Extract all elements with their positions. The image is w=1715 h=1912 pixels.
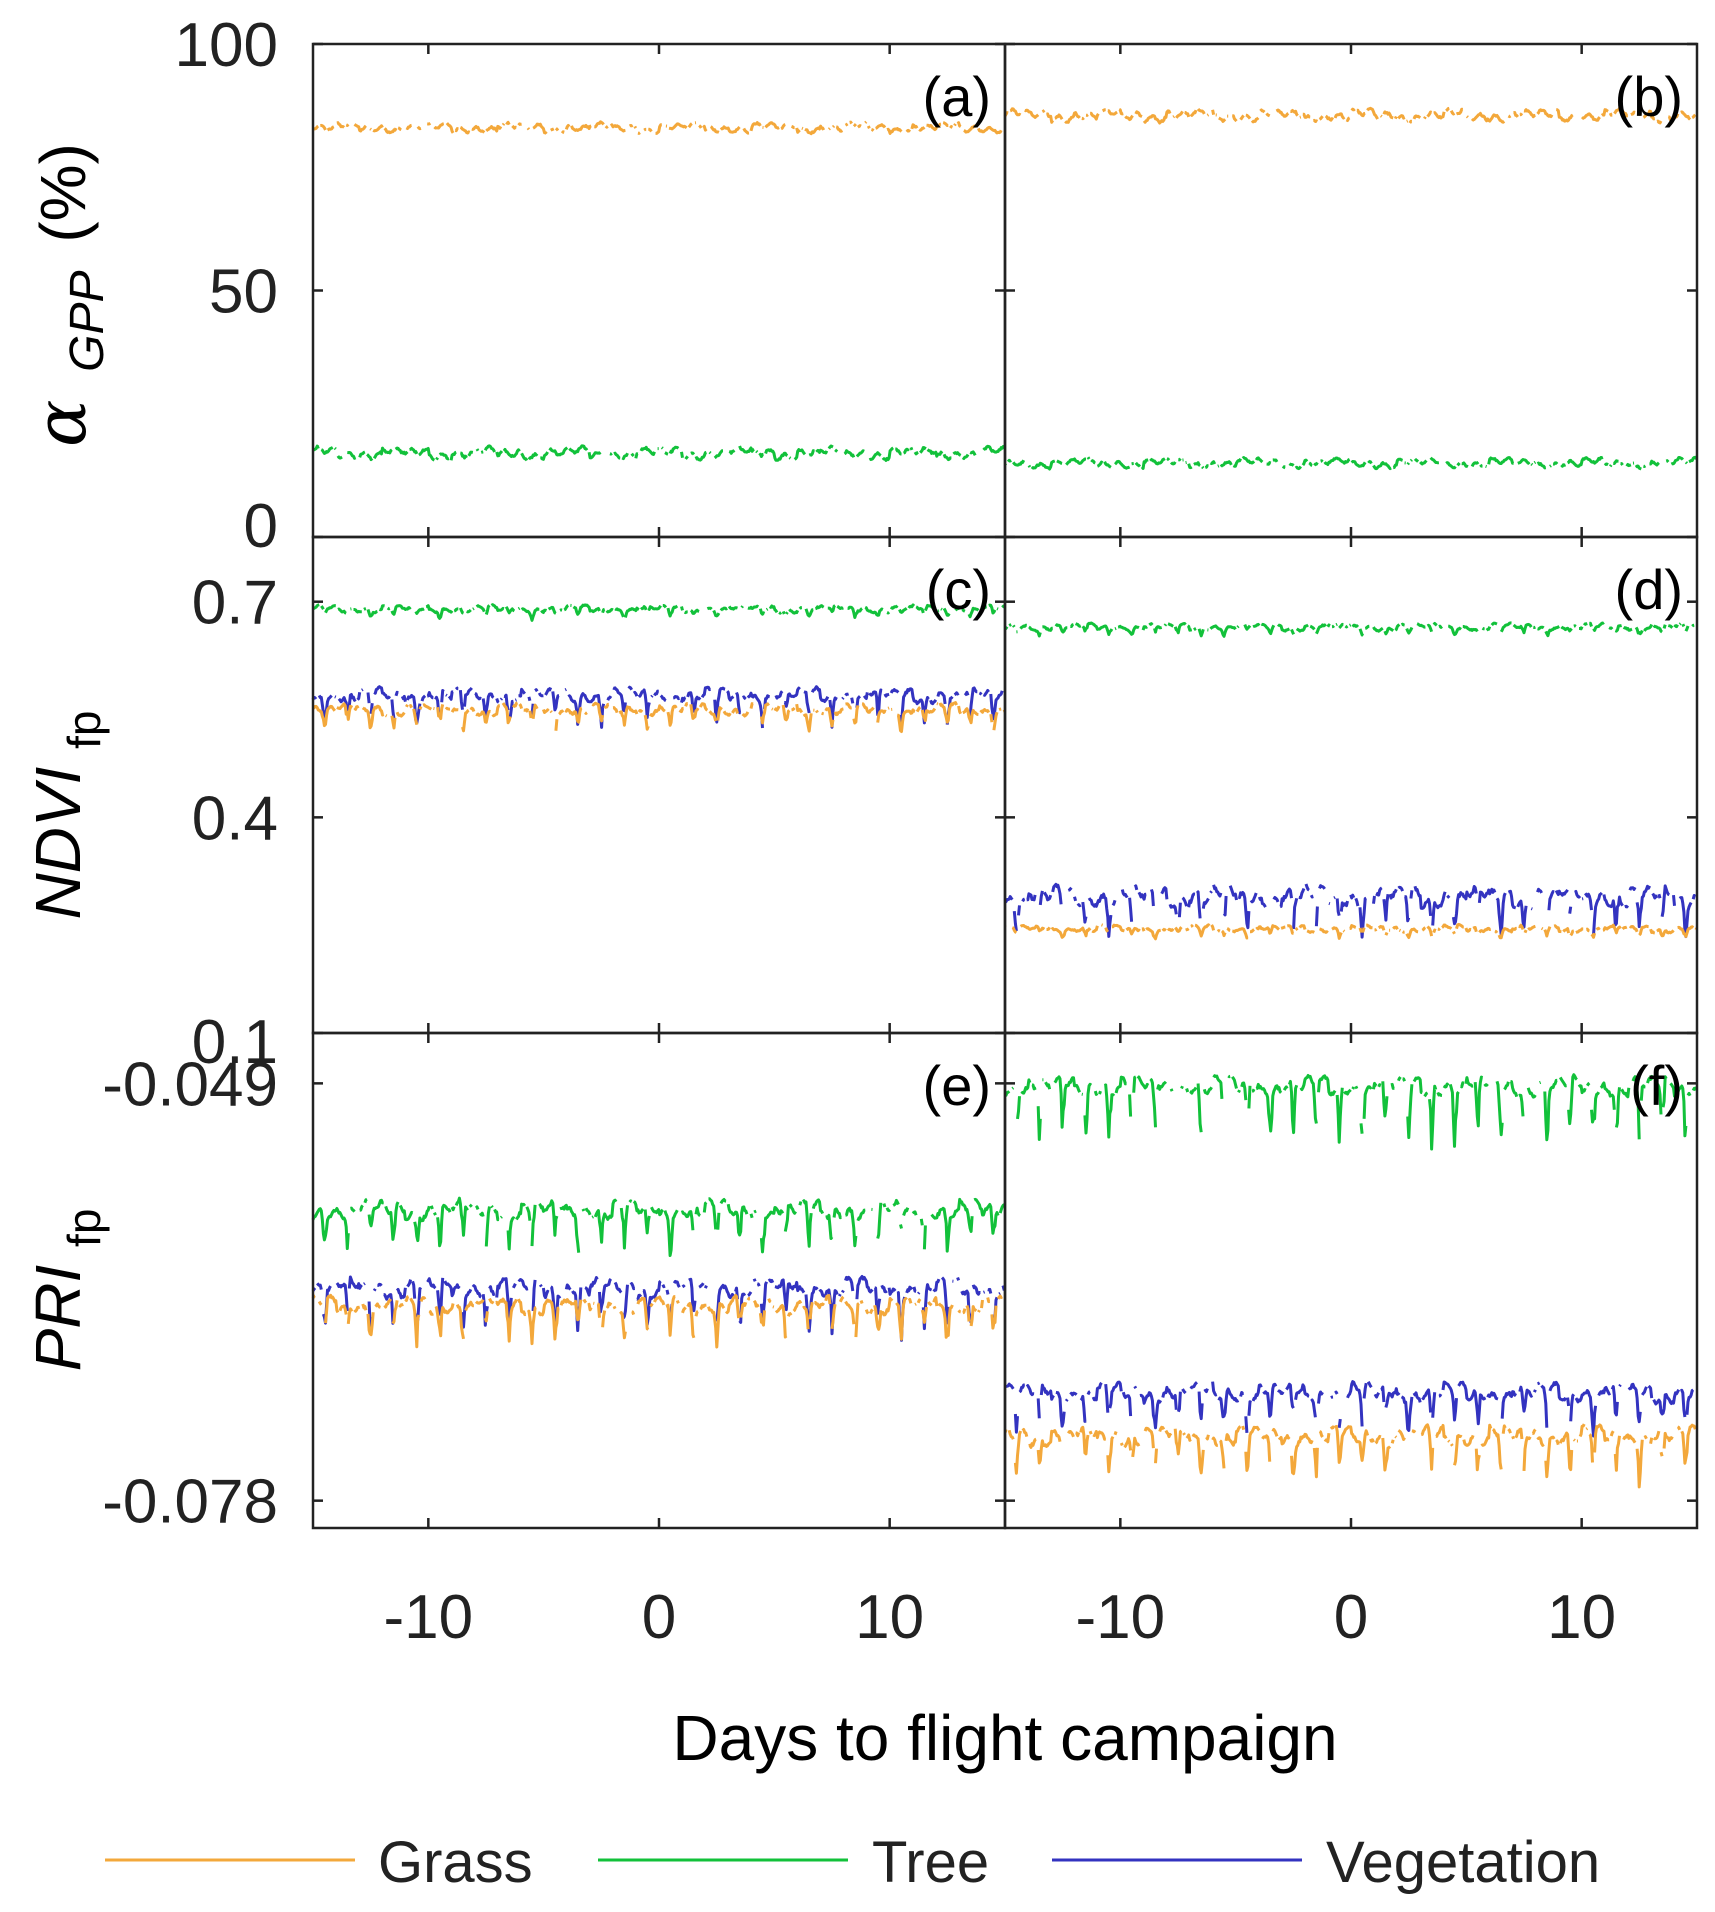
- ylabel-row-3-sub: fp: [58, 1209, 110, 1247]
- series-tree-b: [1003, 455, 1698, 471]
- x-tick-label: 10: [1547, 1583, 1616, 1652]
- panel-f: (f): [1004, 1054, 1698, 1489]
- y-tick-label: 0.4: [192, 784, 278, 853]
- panel-label-a: (a): [923, 65, 991, 128]
- series-tree-a: [312, 444, 1006, 462]
- ylabel-row-1-main: α: [20, 400, 102, 447]
- x-tick-label: 0: [642, 1583, 676, 1652]
- series-grass-c: [312, 701, 1005, 733]
- series-vegetation-d: [1004, 882, 1697, 939]
- x-tick-label: 10: [855, 1583, 924, 1652]
- series-grass-b: [1003, 106, 1697, 125]
- ylabel-row-2: NDVI fp: [22, 710, 110, 919]
- series-grass-a: [313, 122, 1004, 134]
- panel-frame-r1-c1: [311, 42, 1007, 539]
- y-tick-label: 0.1: [192, 1008, 278, 1077]
- ylabel-row-2-sub: fp: [58, 710, 110, 748]
- panel-label-d: (d): [1615, 558, 1683, 621]
- x-tick-label: -10: [384, 1583, 474, 1652]
- panel-d: (d): [1004, 558, 1697, 941]
- panel-label-c: (c): [926, 558, 991, 621]
- panel-label-f: (f): [1630, 1054, 1683, 1117]
- panel-frame-r2-c2: [1003, 535, 1699, 1035]
- ylabel-row-2-main: NDVI: [22, 766, 94, 919]
- panel-label-b: (b): [1615, 65, 1683, 128]
- ylabel-row-1-unit: (%): [27, 143, 99, 243]
- y-tick-label: -0.049: [102, 1050, 278, 1119]
- legend-tree-label: Tree: [872, 1830, 989, 1895]
- series-tree-e: [311, 1196, 1006, 1257]
- x-axis-title: Days to flight campaign: [672, 1702, 1337, 1774]
- y-tick-label: 100: [175, 11, 278, 80]
- panel-frame-r3-c1: [311, 1031, 1007, 1530]
- ylabel-row-3-main: PRI: [22, 1265, 94, 1372]
- y-tick-label: -0.078: [102, 1468, 278, 1537]
- series-tree-d: [1005, 622, 1696, 636]
- legend-grass-label: Grass: [378, 1830, 533, 1895]
- panel-e: (e): [313, 1054, 1004, 1347]
- y-tick-label: 0: [244, 492, 278, 561]
- ylabel-row-1-sub: GPP: [61, 270, 114, 371]
- series-tree-f: [1004, 1073, 1698, 1151]
- ylabel-row-1: α GPP (%): [20, 143, 117, 447]
- panels-layer: (a) (b) (c) (d) (e) (f): [312, 65, 1698, 1489]
- legend: Grass Tree Vegetation: [105, 1830, 1600, 1895]
- series-grass-f: [1004, 1423, 1697, 1489]
- panel-label-e: (e): [923, 1054, 991, 1117]
- panel-c: (c): [312, 558, 1006, 733]
- ylabel-row-3: PRI fp: [22, 1209, 110, 1372]
- series-grass-e: [313, 1295, 1004, 1347]
- x-tick-label: -10: [1076, 1583, 1166, 1652]
- legend-vegetation-label: Vegetation: [1326, 1830, 1600, 1895]
- panel-a: (a): [312, 65, 1006, 462]
- x-tick-label: 0: [1334, 1583, 1368, 1652]
- series-tree-c: [312, 603, 1006, 622]
- panel-b: (b): [1003, 65, 1698, 471]
- y-tick-label: 0.7: [192, 569, 278, 638]
- y-tick-label: 50: [209, 258, 278, 327]
